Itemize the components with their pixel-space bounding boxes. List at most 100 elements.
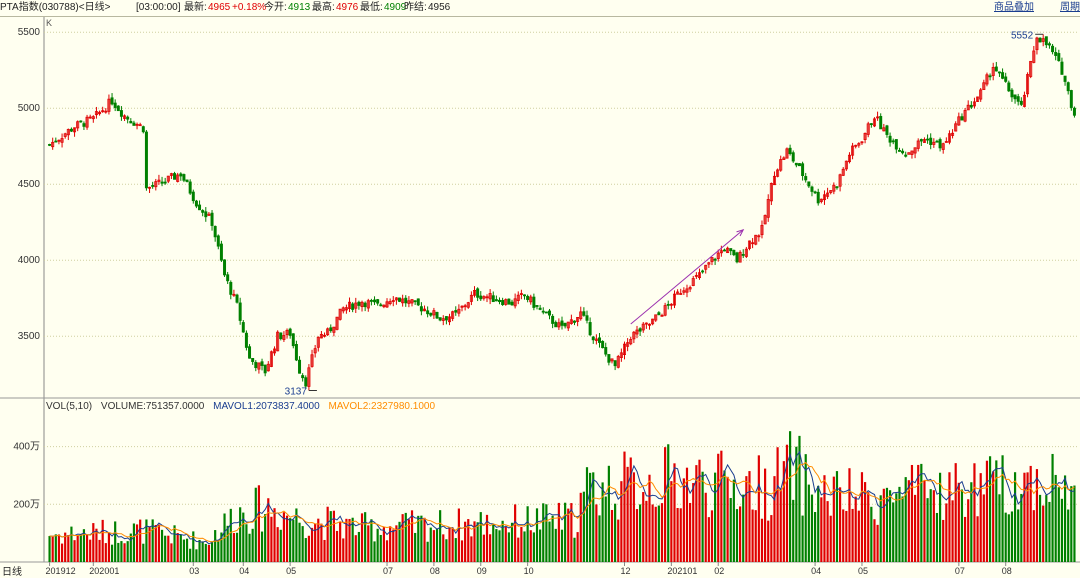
candle-body <box>1060 61 1064 75</box>
candle-body <box>407 300 411 304</box>
candle-body <box>88 116 92 119</box>
candle-body <box>69 128 73 132</box>
volume-bar <box>926 498 929 562</box>
volume-bar <box>789 431 792 562</box>
prev-settle-label: 昨结: <box>404 2 427 13</box>
volume-bar <box>551 515 554 562</box>
candle-body <box>423 308 427 312</box>
candle-body <box>1047 43 1051 46</box>
period-link[interactable]: 周期 <box>1060 2 1080 13</box>
volume-bar <box>292 519 295 562</box>
volume-bar <box>798 435 801 562</box>
volume-bar <box>548 521 551 562</box>
candle-body <box>1051 45 1055 53</box>
volume-bar <box>392 529 395 562</box>
volume-bar <box>373 541 376 562</box>
volume-bar <box>417 515 420 562</box>
volume-bar <box>920 463 923 562</box>
candle-body <box>138 124 142 127</box>
volume-bar <box>826 501 829 562</box>
volume-bar <box>573 537 576 562</box>
volume-bar <box>226 525 229 562</box>
volume-bar <box>167 535 170 562</box>
candle-body <box>1026 74 1030 95</box>
volume-bar <box>107 532 111 562</box>
candle-body <box>401 298 405 304</box>
candle-body <box>851 145 855 156</box>
candle-body <box>757 235 761 238</box>
volume-bar <box>232 533 236 562</box>
volume-bar <box>885 487 889 562</box>
volume-bar <box>935 512 939 562</box>
commodity-overlay-link[interactable]: 商品叠加 <box>994 2 1034 13</box>
candle-body <box>869 123 873 125</box>
volume-bar <box>817 485 820 562</box>
volume-bar <box>357 531 360 562</box>
candle-body <box>616 356 620 368</box>
volume-bar <box>857 510 860 562</box>
candle-body <box>1007 82 1011 92</box>
volume-bar <box>873 519 876 562</box>
candle-body <box>926 138 930 141</box>
volume-bar <box>442 534 445 562</box>
volume-bar <box>695 465 698 562</box>
volume-bar <box>860 472 864 562</box>
x-tick-label: 04 <box>239 566 249 576</box>
volume-bar <box>1035 469 1039 562</box>
candle-body <box>763 215 767 225</box>
volume-bar <box>276 527 279 562</box>
candle-body <box>60 138 64 143</box>
x-tick-label: 12 <box>620 566 630 576</box>
volume-bar <box>635 509 639 562</box>
volume-bar <box>279 529 282 562</box>
candle-body <box>244 332 248 348</box>
candle-body <box>298 359 302 374</box>
candle-body <box>341 307 345 312</box>
volume-bar <box>1060 498 1064 562</box>
x-tick-label: 05 <box>858 566 868 576</box>
volume-bar <box>960 489 964 562</box>
x-tick-label: 08 <box>1002 566 1012 576</box>
volume-bar <box>110 544 114 562</box>
candle-body <box>460 305 464 308</box>
candle-body <box>1004 76 1008 82</box>
candle-body <box>304 377 308 387</box>
volume-bar <box>1010 511 1014 562</box>
x-tick-label: 02 <box>714 566 724 576</box>
volume-bar <box>164 535 167 562</box>
volume-bar <box>1054 474 1057 562</box>
candle-body <box>582 311 586 316</box>
volume-bar <box>929 489 932 562</box>
volume-bar <box>1045 495 1048 562</box>
volume-bar <box>329 511 332 562</box>
volume-bar <box>957 482 960 562</box>
volume-bar <box>407 519 410 562</box>
volume-bar <box>645 500 648 562</box>
volume-bar <box>620 481 623 562</box>
volume-bar <box>579 492 582 562</box>
volume-bar <box>632 472 635 562</box>
candle-body <box>132 122 136 126</box>
open-label: 今开: <box>264 2 287 13</box>
candle-body <box>797 163 801 167</box>
volume-bar <box>651 504 654 562</box>
candle-body <box>751 242 755 245</box>
volume-bar <box>395 525 398 562</box>
candle-body <box>282 335 286 340</box>
candle-body <box>1013 94 1017 100</box>
candle-body <box>694 275 698 277</box>
volume-bar <box>601 482 604 562</box>
candle-body <box>904 154 908 157</box>
volume-bar <box>639 504 642 562</box>
volume-title: VOL(5,10) <box>46 401 93 412</box>
volume-bar <box>267 498 270 562</box>
candle-body <box>248 346 252 359</box>
kline-chart[interactable]: 5500 5000 4500 4000 3500 400万 200万 201912 202001… <box>0 17 1080 577</box>
candle-body <box>238 302 242 321</box>
candle-body <box>585 315 589 321</box>
candle-body <box>98 111 102 115</box>
candle-body <box>254 362 258 369</box>
volume-bar <box>1048 501 1051 562</box>
candle-body <box>573 320 576 323</box>
